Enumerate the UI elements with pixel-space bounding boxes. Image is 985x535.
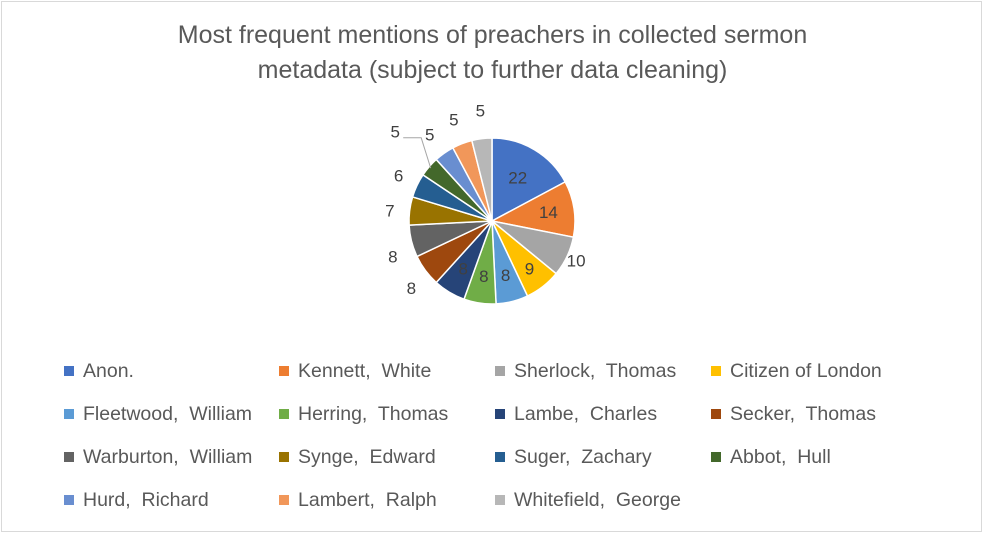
legend-item: Herring, Thomas [279,399,448,429]
legend-label: Secker, Thomas [730,402,876,425]
pie-slice [491,137,567,223]
legend-swatch [495,366,505,376]
legend-swatch [495,495,505,505]
legend-swatch [495,409,505,419]
legend-label: Hurd, Richard [83,488,209,511]
data-label: 5 [390,122,399,141]
legend-swatch [64,495,74,505]
chart-title: Most frequent mentions of preachers in c… [0,18,985,88]
legend-swatch [711,452,721,462]
legend-swatch [711,409,721,419]
legend-label: Herring, Thomas [298,402,449,425]
legend-label: Warburton, William [83,445,253,468]
legend-swatch [711,366,721,376]
pie-slices [408,137,576,305]
legend-item: Hurd, Richard [64,485,209,515]
legend-swatch [279,452,289,462]
legend-swatch [495,452,505,462]
legend-item: Synge, Edward [279,442,436,472]
legend-item: Warburton, William [64,442,252,472]
legend-label: Fleetwood, William [83,402,253,425]
legend-item: Kennett, White [279,356,431,386]
data-label: 5 [425,125,434,144]
data-label: 8 [458,260,467,279]
chart-title-line-1: Most frequent mentions of preachers in c… [177,21,808,49]
legend-swatch [64,409,74,419]
legend-label: Lambert, Ralph [298,488,437,511]
data-label: 5 [476,101,485,120]
legend-label: Sherlock, Thomas [514,359,677,382]
legend-label: Anon. [83,359,134,382]
legend-swatch [279,495,289,505]
legend-item: Anon. [64,356,134,386]
legend-swatch [64,452,74,462]
legend-label: Synge, Edward [298,445,436,468]
legend-item: Suger, Zachary [495,442,652,472]
data-label: 14 [539,203,558,222]
legend-item: Fleetwood, William [64,399,252,429]
legend-item: Lambert, Ralph [279,485,437,515]
legend-swatch [279,366,289,376]
leader-line [403,137,432,169]
data-label: 8 [407,279,416,298]
legend-swatch [64,366,74,376]
data-label: 22 [508,169,527,188]
legend-item: Citizen of London [711,356,882,386]
legend-label: Abbot, Hull [730,445,831,468]
legend-item: Abbot, Hull [711,442,831,472]
data-label: 8 [501,266,510,285]
legend-item: Secker, Thomas [711,399,876,429]
data-label: 7 [385,201,394,220]
legend-label: Lambe, Charles [514,402,658,425]
legend-label: Whitefield, George [514,488,681,511]
data-label: 8 [388,247,397,266]
data-label: 5 [449,110,458,129]
legend-label: Kennett, White [298,359,432,382]
pie-slice [470,137,493,222]
legend-label: Citizen of London [730,359,882,382]
legend-item: Whitefield, George [495,485,681,515]
leader-lines [403,137,432,169]
legend-swatch [279,409,289,419]
data-label: 9 [525,260,534,279]
chart-title-line-2: metadata (subject to further data cleani… [257,56,728,84]
legend-item: Lambe, Charles [495,399,657,429]
data-label: 10 [567,251,586,270]
legend-item: Sherlock, Thomas [495,356,676,386]
legend-label: Suger, Zachary [514,445,652,468]
data-label: 6 [394,167,403,186]
data-label: 8 [479,267,488,286]
